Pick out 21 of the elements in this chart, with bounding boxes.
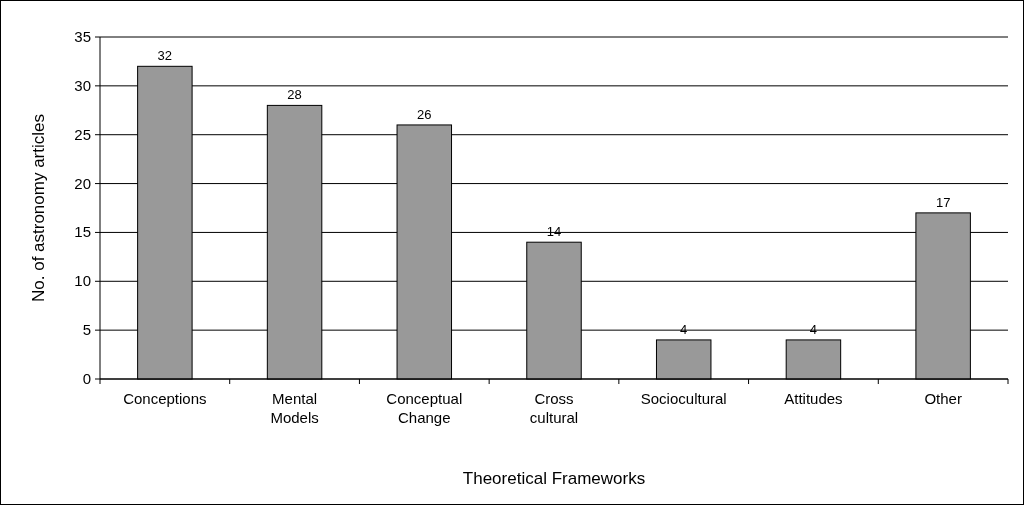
- y-tick-label: 30: [74, 76, 91, 94]
- data-label: 26: [417, 106, 432, 122]
- y-tick-label: 0: [82, 370, 91, 387]
- x-tick-label: Conceptual Change: [386, 390, 463, 426]
- y-tick-label: 20: [74, 174, 91, 192]
- data-label: 28: [287, 87, 302, 103]
- x-tick-label: Mental Models: [270, 390, 319, 426]
- y-tick-label: 5: [82, 321, 91, 339]
- data-label: 17: [935, 194, 951, 210]
- x-tick-label: Other: [924, 390, 962, 407]
- x-axis-title: Theoretical Frameworks: [462, 469, 646, 488]
- x-tick-label: Sociocultural: [640, 390, 727, 407]
- y-axis-title: No. of astronomy articles: [29, 113, 48, 303]
- x-tick-label: Conceptions: [123, 390, 207, 407]
- x-tick-label: Attitudes: [784, 390, 843, 407]
- y-tick-label: 25: [74, 125, 91, 143]
- x-tick-label: Cross cultural: [529, 390, 579, 426]
- y-tick-label: 10: [74, 272, 91, 290]
- y-tick-label: 35: [74, 28, 91, 45]
- y-tick-label: 15: [74, 223, 91, 241]
- data-label: 32: [157, 48, 173, 64]
